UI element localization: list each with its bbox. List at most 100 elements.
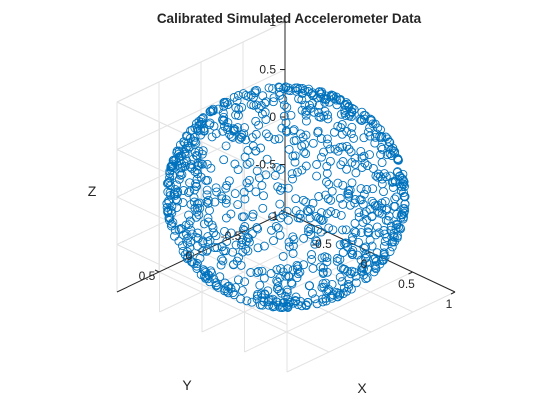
x-tick-mark	[323, 231, 328, 235]
data-point	[323, 110, 332, 120]
data-point	[297, 95, 307, 105]
data-point	[363, 127, 373, 137]
data-point	[169, 155, 178, 165]
data-point	[338, 157, 348, 166]
data-point	[216, 260, 226, 270]
data-point	[240, 222, 250, 231]
data-point	[183, 141, 193, 151]
data-point	[361, 207, 371, 217]
data-point	[322, 134, 332, 144]
data-point	[233, 165, 243, 175]
data-point	[185, 186, 195, 196]
data-point	[242, 178, 252, 188]
data-point	[332, 256, 342, 266]
data-point	[293, 264, 302, 274]
data-point	[301, 197, 311, 207]
z-axis-label: Z	[88, 183, 97, 199]
data-point	[206, 163, 216, 173]
data-point	[163, 206, 173, 216]
data-point	[364, 228, 373, 238]
data-point	[359, 243, 369, 253]
x-tick-label: 0.5	[398, 277, 415, 291]
data-point	[226, 132, 236, 141]
data-point	[270, 134, 280, 144]
data-point	[277, 183, 287, 193]
data-point	[244, 237, 254, 247]
data-point	[308, 263, 318, 273]
data-point	[167, 161, 177, 171]
data-point	[231, 240, 241, 250]
data-point	[197, 159, 207, 169]
data-point	[223, 125, 232, 134]
data-point	[304, 281, 314, 291]
data-point	[328, 225, 338, 235]
data-point	[338, 180, 348, 190]
data-point	[274, 300, 284, 310]
data-point	[343, 266, 353, 276]
data-point	[211, 183, 221, 193]
data-point	[261, 170, 271, 180]
data-point	[387, 242, 397, 252]
data-point	[333, 292, 343, 302]
data-point	[289, 125, 299, 135]
data-point	[357, 263, 367, 273]
data-point	[298, 132, 308, 142]
data-point	[286, 278, 296, 288]
data-point	[190, 147, 200, 157]
data-point	[226, 228, 236, 238]
data-point	[249, 100, 259, 110]
data-point	[230, 124, 240, 134]
data-point	[387, 177, 397, 187]
data-point	[198, 238, 208, 248]
data-point	[368, 119, 378, 129]
data-point	[234, 104, 244, 114]
data-point	[320, 97, 330, 107]
data-point	[306, 230, 316, 239]
data-point	[233, 91, 243, 100]
data-point	[252, 223, 262, 233]
data-point	[322, 253, 332, 263]
data-point	[398, 204, 408, 214]
data-point	[247, 297, 257, 307]
data-point	[182, 131, 192, 141]
data-point	[203, 217, 213, 227]
x-tick-mark	[450, 291, 456, 295]
data-point	[191, 232, 201, 242]
data-point	[345, 109, 355, 119]
data-point	[293, 167, 302, 177]
data-point	[220, 284, 230, 294]
data-point	[286, 110, 296, 120]
data-point	[262, 154, 272, 164]
data-point	[295, 213, 305, 223]
data-point	[165, 176, 175, 186]
data-point	[356, 184, 366, 194]
data-point	[273, 223, 283, 233]
data-point	[162, 178, 172, 188]
data-point	[206, 106, 216, 116]
data-point	[357, 116, 367, 125]
data-point	[275, 199, 285, 209]
data-point	[290, 83, 300, 93]
data-point	[314, 192, 324, 201]
data-point	[321, 296, 331, 306]
data-point	[233, 123, 243, 133]
data-point	[290, 296, 300, 305]
data-point	[255, 280, 265, 290]
data-point	[248, 141, 258, 151]
data-point	[336, 123, 346, 133]
y-axis-label: Y	[182, 377, 192, 393]
data-point	[197, 149, 207, 159]
data-point	[229, 260, 238, 270]
data-point	[316, 262, 325, 272]
y-tick-label: -0.5	[221, 229, 242, 243]
data-point	[283, 302, 293, 312]
data-point	[193, 199, 202, 209]
data-point	[326, 207, 336, 216]
data-point	[275, 90, 285, 100]
data-point	[308, 198, 318, 208]
data-point	[354, 237, 363, 247]
data-point	[312, 299, 322, 309]
data-point	[376, 143, 386, 152]
data-point	[184, 188, 193, 198]
data-point	[346, 284, 356, 294]
